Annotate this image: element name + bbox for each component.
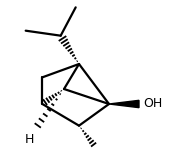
Polygon shape — [109, 100, 139, 108]
Text: OH: OH — [143, 97, 162, 111]
Text: H: H — [24, 133, 34, 146]
